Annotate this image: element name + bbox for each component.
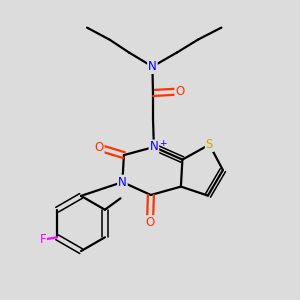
Text: F: F (39, 233, 46, 246)
Text: O: O (94, 141, 103, 154)
Text: O: O (146, 216, 154, 229)
Text: O: O (176, 85, 184, 98)
Text: N: N (148, 60, 157, 73)
Text: N: N (118, 176, 127, 189)
Text: S: S (206, 138, 213, 151)
Text: +: + (159, 140, 167, 148)
Text: N: N (149, 140, 158, 154)
